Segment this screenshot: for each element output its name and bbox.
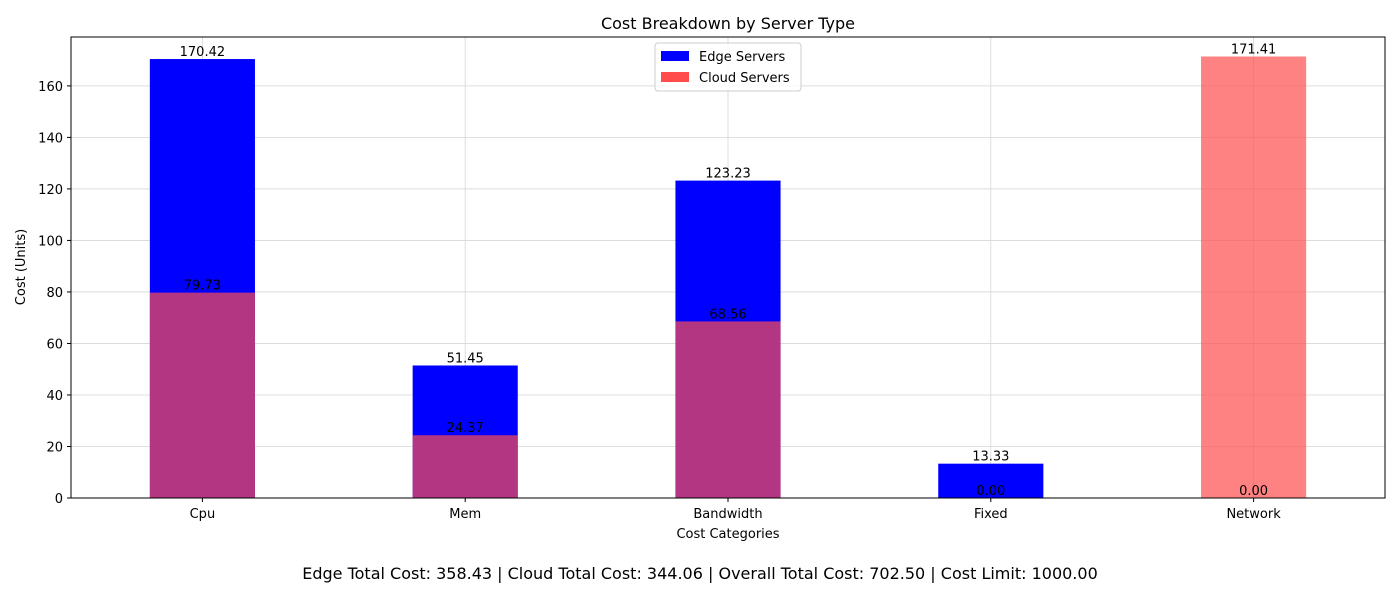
data-label-edge-cpu: 170.42 — [180, 45, 226, 60]
legend: Edge Servers Cloud Servers — [654, 42, 802, 92]
data-label-cloud-mem: 24.37 — [447, 421, 484, 436]
chart-title: Cost Breakdown by Server Type — [601, 14, 855, 33]
legend-label-cloud: Cloud Servers — [699, 71, 790, 86]
y-tick-label: 160 — [38, 80, 63, 95]
data-label-cloud-fixed: 0.00 — [976, 484, 1005, 499]
legend-label-edge: Edge Servers — [699, 50, 785, 65]
bar-cloud-network — [1201, 56, 1307, 498]
x-axis-label: Cost Categories — [676, 527, 779, 542]
legend-swatch-cloud — [661, 72, 689, 82]
x-tick-label-mem: Mem — [449, 507, 481, 522]
data-label-cloud-network: 171.41 — [1231, 42, 1277, 57]
y-tick-label: 40 — [46, 389, 63, 404]
y-tick-label: 120 — [38, 183, 63, 198]
bar-cloud-bandwidth — [675, 321, 781, 498]
y-tick-label: 80 — [46, 286, 63, 301]
legend-frame — [654, 42, 802, 92]
data-label-edge-mem: 51.45 — [447, 351, 484, 366]
x-tick-label-fixed: Fixed — [974, 507, 1008, 522]
y-axis-label: Cost (Units) — [14, 229, 29, 305]
bar-edge-fixed — [938, 463, 1044, 498]
cost-breakdown-chart: Cost Breakdown by Server Type 170.42 79.7… — [14, 14, 1386, 542]
bar-cloud-mem — [412, 435, 518, 498]
x-tick-label-network: Network — [1226, 507, 1281, 522]
data-label-cloud-cpu: 79.73 — [184, 279, 221, 294]
cost-summary-footer: Edge Total Cost: 358.43 | Cloud Total Co… — [302, 564, 1098, 583]
y-tick-label: 100 — [38, 234, 63, 249]
data-label-edge-fixed: 13.33 — [972, 450, 1009, 465]
y-tick-label: 60 — [46, 337, 63, 352]
y-tick-label: 140 — [38, 131, 63, 146]
data-label-edge-network: 0.00 — [1239, 484, 1268, 499]
x-tick-label-bandwidth: Bandwidth — [693, 507, 762, 522]
legend-swatch-edge — [661, 51, 689, 61]
y-tick-label: 0 — [55, 492, 63, 507]
x-tick-label-cpu: Cpu — [190, 507, 216, 522]
data-label-cloud-bandwidth: 68.56 — [709, 307, 746, 322]
bar-cloud-cpu — [149, 292, 255, 498]
y-tick-label: 20 — [46, 440, 63, 455]
data-label-edge-bandwidth: 123.23 — [705, 167, 751, 182]
